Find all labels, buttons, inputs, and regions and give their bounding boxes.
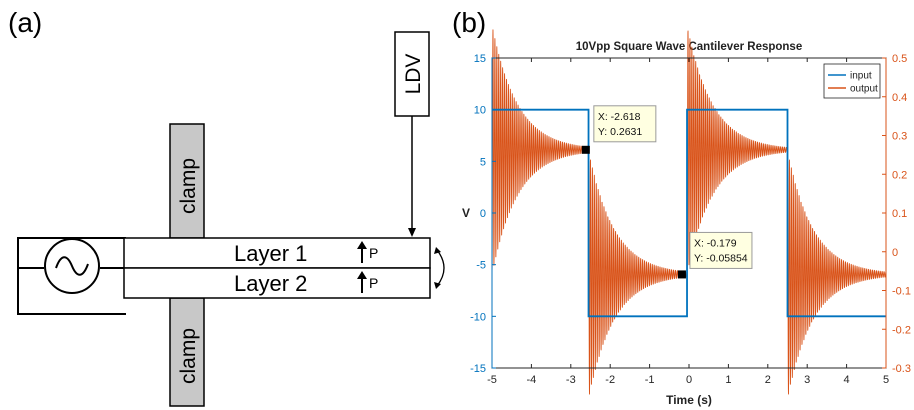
y2-tick-label: -0.2 (892, 324, 911, 336)
y2-tick-label: 0 (892, 247, 898, 259)
output-series-segment (588, 149, 688, 395)
up-arrow-icon (357, 271, 367, 293)
output-series-segment (787, 149, 887, 395)
datatip-box (593, 105, 657, 143)
polarization-p-1: P (369, 245, 378, 261)
legend-box (823, 63, 881, 99)
y-tick-label: 10 (474, 105, 486, 117)
y2-tick-label: 0.4 (892, 92, 907, 104)
layer-1-label: Layer 1 (234, 241, 307, 266)
datatip-box (689, 231, 753, 269)
layer-1 (123, 237, 431, 269)
datatip-y-text: Y: 0.2631 (598, 126, 643, 138)
y-tick-label: 15 (474, 53, 486, 65)
cantilever-diagram: clamp clamp Layer 1 Layer 2 P P LDV (17, 31, 445, 407)
y2-tick-label: 0.5 (892, 53, 907, 65)
x-tick-label: 4 (844, 374, 850, 386)
y-tick-label: -15 (470, 363, 486, 375)
polarization-p-2: P (369, 275, 378, 291)
datatip-marker[interactable] (581, 145, 590, 154)
y2-tick-label: 0.3 (892, 131, 907, 143)
y-tick-label: 0 (480, 208, 486, 220)
x-tick-label: 5 (883, 374, 889, 386)
datatip[interactable]: X: -0.179 Y: -0.05854 (689, 231, 753, 269)
y-axis-label: V (462, 206, 470, 220)
input-series-line (492, 108, 886, 318)
datatip-x-text: X: -0.179 (694, 237, 737, 249)
legend[interactable]: input output (823, 63, 881, 99)
legend-entry-output[interactable]: output (850, 84, 878, 95)
x-tick-label: -1 (645, 374, 655, 386)
datatip-y-text: Y: -0.05854 (694, 252, 748, 264)
axis-layer: -5 -4 -3 -2 -1 0 1 2 3 4 5-15-10-5051015-0.3-0.2-0… (470, 53, 911, 386)
y2-tick-label: 0.2 (892, 169, 907, 181)
y2-tick-label: 0.1 (892, 208, 907, 220)
datatip-layer: X: -2.618 Y: 0.2631 X: -0.179 Y: -0.05854 (581, 105, 753, 279)
ldv-label: LDV (402, 54, 425, 95)
ldv-box (394, 31, 430, 117)
output-series-segment (491, 29, 589, 275)
datatip[interactable]: X: -2.618 Y: 0.2631 (593, 105, 657, 143)
y-tick-label: -5 (476, 260, 486, 272)
clamp-top-label: clamp (177, 158, 200, 214)
chart-title: 10Vpp Square Wave Cantilever Response (576, 41, 802, 53)
x-axis-label: Time (s) (666, 393, 712, 407)
x-tick-label: 0 (686, 374, 692, 386)
legend-entry-input[interactable]: input (850, 71, 872, 82)
x-tick-label: -4 (527, 374, 537, 386)
layer-2 (123, 267, 431, 299)
y-tick-label: 5 (480, 156, 486, 168)
x-tick-label: 3 (804, 374, 810, 386)
chart: 10Vpp Square Wave Cantilever Response -5… (462, 29, 911, 407)
panel-b-label: (b) (452, 7, 486, 38)
ldv-beam-arrowhead (408, 228, 416, 237)
ac-source-icon (44, 238, 100, 294)
y-tick-label: -10 (470, 311, 486, 323)
x-tick-label: -2 (605, 374, 615, 386)
x-tick-label: -3 (566, 374, 576, 386)
output-series-segment (686, 30, 788, 275)
panel-a-label: (a) (8, 7, 42, 38)
series-layer (491, 29, 887, 395)
x-tick-label: 2 (765, 374, 771, 386)
up-arrow-icon (357, 241, 367, 263)
datatip-marker[interactable] (677, 270, 686, 279)
datatip-x-text: X: -2.618 (598, 111, 641, 123)
x-tick-label: 1 (725, 374, 731, 386)
layer-2-label: Layer 2 (234, 271, 307, 296)
bending-arrow-icon (434, 247, 445, 289)
y2-tick-label: -0.3 (892, 363, 911, 375)
clamp-bottom-label: clamp (177, 328, 200, 384)
x-tick-label: -5 (487, 374, 497, 386)
clamp-bottom (169, 297, 205, 407)
y2-tick-label: -0.1 (892, 286, 911, 298)
